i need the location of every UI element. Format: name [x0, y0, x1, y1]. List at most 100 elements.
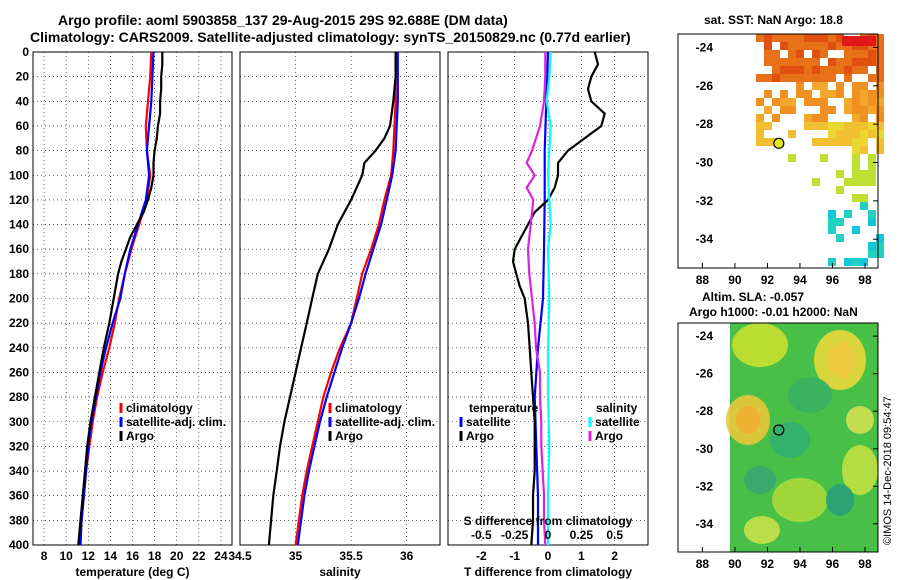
sst-cell	[852, 50, 860, 58]
sst-cell	[876, 122, 884, 130]
sst-cell	[828, 130, 836, 138]
sst-cell	[828, 74, 836, 82]
sst-cell	[852, 170, 860, 178]
sst-cell	[876, 234, 884, 242]
sst-cell	[876, 34, 884, 42]
sst-cell	[788, 98, 796, 106]
map-y-tick-label: -24	[696, 329, 714, 343]
map-y-tick-label: -30	[696, 156, 714, 170]
y-tick-label: 260	[9, 365, 29, 379]
sst-cell	[844, 258, 852, 266]
sst-cell	[820, 106, 828, 114]
sst-cell	[780, 34, 788, 42]
sst-cell	[772, 98, 780, 106]
sst-cell	[788, 66, 796, 74]
sst-cell	[876, 58, 884, 66]
legend-label: satellite	[466, 415, 511, 429]
sla-anomaly-blob	[826, 484, 854, 516]
sla-map-title: Altim. SLA: -0.057	[702, 290, 805, 304]
legend-label: climatology	[335, 401, 402, 415]
sst-cell	[828, 218, 836, 226]
sst-cell	[860, 50, 868, 58]
sst-cell	[796, 74, 804, 82]
sst-cell	[868, 250, 876, 258]
sst-cell	[844, 178, 852, 186]
sst-cell	[868, 106, 876, 114]
salinity-diff-tick-label: 0.5	[606, 528, 623, 542]
sla-anomaly-blob	[744, 466, 776, 494]
legend-label: satellite-adj. clim.	[335, 415, 435, 429]
map-x-tick-label: 94	[793, 273, 807, 287]
sst-cell	[804, 90, 812, 98]
map-y-tick-label: -24	[696, 40, 714, 54]
sst-cell	[764, 42, 772, 50]
sst-cell	[812, 50, 820, 58]
sst-cell	[852, 58, 860, 66]
sst-cell	[796, 82, 804, 90]
sst-cell	[876, 50, 884, 58]
legend-label: climatology	[126, 401, 193, 415]
sla-anomaly-blob	[828, 342, 856, 378]
sst-cell	[868, 178, 876, 186]
sst-cell	[820, 42, 828, 50]
legend-label: Argo	[126, 429, 154, 443]
sst-cell	[804, 66, 812, 74]
legend-label: satellite-adj. clim.	[126, 415, 226, 429]
map-x-tick-label: 98	[858, 557, 872, 571]
sst-cell	[844, 98, 852, 106]
sst-cell	[852, 226, 860, 234]
y-tick-label: 380	[9, 513, 29, 527]
sst-cell	[772, 66, 780, 74]
sst-cell	[876, 114, 884, 122]
sst-cell	[796, 90, 804, 98]
y-tick-label: 120	[9, 193, 29, 207]
sst-cell	[788, 34, 796, 42]
sst-cell	[860, 146, 868, 154]
sst-cell	[876, 242, 884, 250]
sst-cell	[804, 114, 812, 122]
map-y-tick-label: -26	[696, 367, 714, 381]
y-tick-label: 400	[9, 538, 29, 552]
sst-cell	[868, 58, 876, 66]
sst-cell	[812, 58, 820, 66]
sst-cell	[764, 74, 772, 82]
sst-cell	[852, 146, 860, 154]
map-x-tick-label: 94	[793, 557, 807, 571]
sst-cell	[868, 162, 876, 170]
y-tick-label: 80	[16, 144, 30, 158]
map-x-tick-label: 90	[728, 557, 742, 571]
sst-cell	[868, 50, 876, 58]
sst-cell	[796, 66, 804, 74]
sst-cell	[788, 42, 796, 50]
sst-cell	[860, 58, 868, 66]
sst-cell	[868, 122, 876, 130]
y-tick-label: 240	[9, 341, 29, 355]
sst-cell	[812, 114, 820, 122]
map-y-tick-label: -26	[696, 79, 714, 93]
sst-cell	[820, 114, 828, 122]
argo-position-marker	[773, 424, 785, 436]
sst-cell	[876, 146, 884, 154]
x-tick-label: -2	[476, 549, 487, 563]
sst-cell	[756, 122, 764, 130]
sst-cell	[796, 34, 804, 42]
sst-cell	[876, 106, 884, 114]
sst-cell	[756, 130, 764, 138]
sst-cell	[772, 74, 780, 82]
sst-cell	[828, 42, 836, 50]
sst-cell	[796, 42, 804, 50]
x-tick-label: 16	[126, 549, 140, 563]
x-tick-label: 10	[59, 549, 73, 563]
x-axis-label: salinity	[319, 565, 361, 579]
sst-cell	[812, 82, 820, 90]
x-tick-label: 35	[289, 549, 303, 563]
sst-cell	[836, 82, 844, 90]
sst-cell	[852, 138, 860, 146]
sst-cell	[868, 90, 876, 98]
sst-cell	[836, 138, 844, 146]
sst-cell	[828, 138, 836, 146]
map-x-tick-label: 88	[696, 273, 710, 287]
map-sst_map: 88 90 92 94 96 98 -24 -26 -28 -30 -32 -34	[677, 33, 884, 287]
map-y-tick-label: -34	[696, 517, 714, 531]
sst-cell	[844, 122, 852, 130]
